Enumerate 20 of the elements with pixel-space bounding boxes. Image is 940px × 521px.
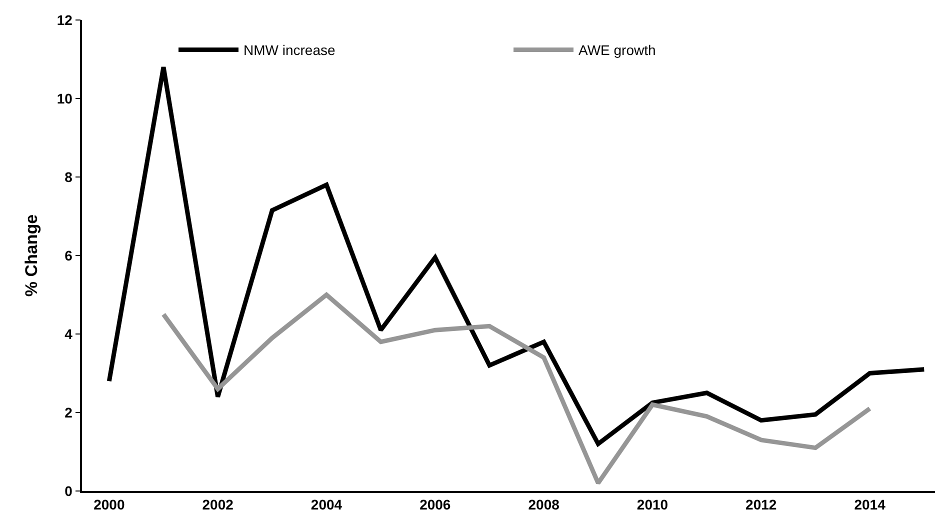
x-tick-label: 2000 (94, 496, 125, 513)
y-axis-title: % Change (22, 214, 41, 297)
y-tick-label: 4 (64, 326, 73, 342)
x-tick-label: 2008 (528, 496, 560, 513)
legend-label: AWE growth (578, 42, 656, 58)
y-tick-label: 0 (64, 482, 73, 499)
y-tick-label: 2 (64, 404, 73, 420)
x-tick-label: 2010 (636, 496, 668, 513)
y-tick-label: 10 (56, 90, 73, 106)
x-tick-label: 2014 (854, 496, 886, 513)
y-tick-label: 8 (64, 168, 73, 185)
y-tick-label: 6 (64, 247, 73, 264)
legend-label: NMW increase (244, 42, 336, 58)
x-tick-label: 2006 (420, 496, 451, 513)
x-tick-label: 2002 (202, 496, 234, 513)
x-tick-label: 2012 (746, 496, 777, 513)
x-tick-label: 2004 (310, 496, 342, 513)
line-series (161, 292, 872, 486)
line-series (106, 64, 926, 446)
y-tick-label: 12 (56, 12, 73, 28)
